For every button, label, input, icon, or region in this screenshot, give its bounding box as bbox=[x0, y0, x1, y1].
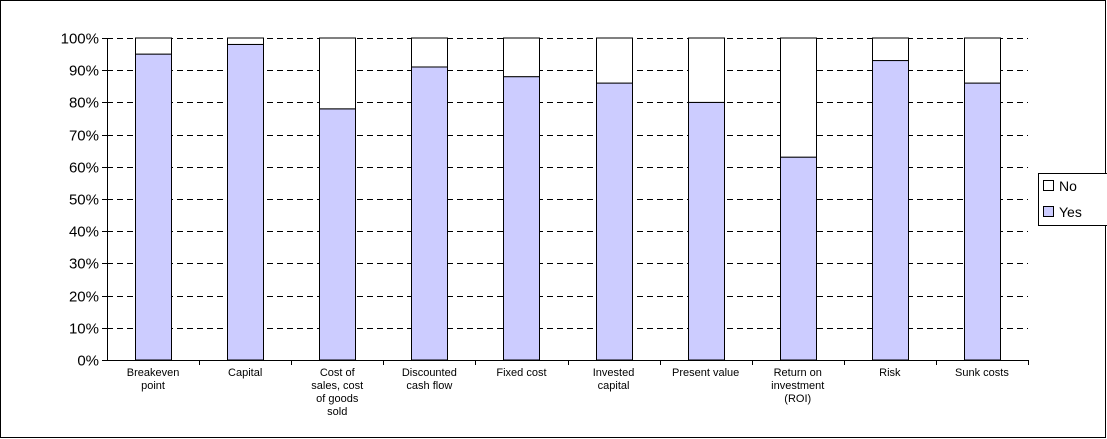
bar-yes bbox=[503, 76, 540, 361]
x-tick-label: Risk bbox=[879, 367, 901, 379]
x-axis: Breakeven point Capital Cost of sales, cost o… bbox=[107, 360, 1029, 418]
y-tick-label: 10% bbox=[69, 321, 99, 338]
bar-no bbox=[411, 37, 448, 68]
y-tick-label: 20% bbox=[69, 289, 99, 306]
x-tick-label: Sunk costs bbox=[955, 367, 1009, 379]
bar-no bbox=[227, 37, 264, 45]
bar-yes bbox=[688, 101, 725, 361]
y-tick-label: 90% bbox=[69, 63, 99, 80]
legend-swatch-no bbox=[1043, 180, 1054, 191]
bar-yes bbox=[964, 82, 1001, 361]
bar-yes bbox=[872, 60, 909, 361]
y-axis: 0% 10% 20% 30% 40% 50% 60% 70% 80% 90% 100% bbox=[61, 31, 108, 370]
y-tick-label: 0% bbox=[77, 353, 99, 370]
bar-yes bbox=[596, 82, 633, 361]
y-tick-label: 30% bbox=[69, 256, 99, 273]
bar-no bbox=[503, 37, 540, 78]
y-tick-label: 80% bbox=[69, 95, 99, 112]
legend: No Yes bbox=[1038, 173, 1107, 226]
bar-no bbox=[319, 37, 356, 110]
y-tick-label: 70% bbox=[69, 128, 99, 145]
legend-label-yes: Yes bbox=[1059, 204, 1082, 220]
bar-yes bbox=[411, 66, 448, 361]
legend-swatch-yes bbox=[1043, 206, 1054, 217]
bar-no bbox=[872, 37, 909, 62]
x-tick-label: Fixed cost bbox=[496, 367, 546, 379]
bar-no bbox=[135, 37, 172, 55]
bar-no bbox=[964, 37, 1001, 84]
y-tick-label: 50% bbox=[69, 192, 99, 209]
y-tick-label: 100% bbox=[61, 31, 99, 48]
x-tick-label: Return on investment (ROI) bbox=[771, 367, 824, 405]
legend-label-no: No bbox=[1059, 178, 1077, 194]
bar-yes bbox=[319, 108, 356, 361]
bar-no bbox=[780, 37, 817, 158]
y-tick-label: 40% bbox=[69, 224, 99, 241]
x-tick-label: Present value bbox=[672, 367, 739, 379]
x-tick-label: Discounted cash flow bbox=[402, 367, 457, 392]
x-tick-label: Capital bbox=[228, 367, 262, 379]
x-tick-label: Cost of sales, cost of goods sold bbox=[311, 367, 363, 418]
bar-no bbox=[596, 37, 633, 84]
x-tick-label: Invested capital bbox=[593, 367, 635, 392]
bar-yes bbox=[780, 156, 817, 361]
x-tick-label: Breakeven point bbox=[127, 367, 180, 392]
y-tick-label: 60% bbox=[69, 160, 99, 177]
bar-no bbox=[688, 37, 725, 103]
bar-yes bbox=[227, 43, 264, 361]
bar-yes bbox=[135, 53, 172, 361]
